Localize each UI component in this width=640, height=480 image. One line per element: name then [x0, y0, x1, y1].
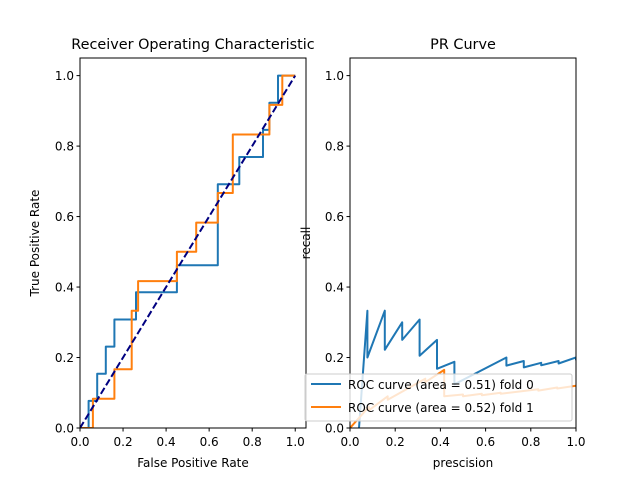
roc-axes: 0.0 0.2 0.4 0.6 0.8 1.0 0.0 0.2 0.4 0.6 0.8 1.0 Rec… [28, 37, 315, 470]
pr-x-tick-label: 0.8 [521, 435, 540, 449]
roc-x-tick-label: 0.8 [243, 435, 262, 449]
pr-x-tick-label: 0.0 [340, 435, 359, 449]
roc-x-tick-label: 0.6 [200, 435, 219, 449]
roc-axes-frame [79, 57, 307, 429]
pr-y-tick-label: 0.0 [325, 422, 344, 436]
legend-entry-fold-0: ROC curve (area = 0.51) fold 0 [348, 378, 534, 392]
pr-series-0-line [358, 309, 576, 428]
pr-y-tick-label: 0.8 [325, 140, 344, 154]
roc-y-tick-label: 0.2 [55, 351, 74, 365]
legend: ROC curve (area = 0.51) fold 0 ROC curve… [304, 373, 573, 422]
roc-x-tick-label: 0.2 [114, 435, 133, 449]
pr-y-tick-label: 1.0 [325, 69, 344, 83]
pr-x-tick-label: 0.4 [431, 435, 450, 449]
legend-entry-fold-1: ROC curve (area = 0.52) fold 1 [348, 401, 534, 415]
pr-x-tick-label: 1.0 [566, 435, 585, 449]
pr-x-tick-label: 0.6 [476, 435, 495, 449]
legend-box [304, 373, 573, 422]
roc-plot-lines [80, 74, 297, 428]
roc-title: Receiver Operating Characteristic [71, 37, 315, 53]
pr-x-axis-label: prescision [433, 456, 493, 470]
roc-y-axis-label: True Positive Rate [28, 190, 42, 298]
pr-y-tick-label: 0.2 [325, 351, 344, 365]
roc-y-tick-label: 0.0 [55, 422, 74, 436]
roc-y-tick-label: 1.0 [55, 69, 74, 83]
pr-title: PR Curve [430, 37, 496, 53]
roc-x-tick-label: 0.4 [157, 435, 176, 449]
pr-ticks: 0.0 0.2 0.4 0.6 0.8 1.0 0.0 0.2 0.4 0.6 0.8 1.0 [325, 69, 586, 449]
roc-y-tick-label: 0.6 [55, 210, 74, 224]
roc-x-tick-label: 1.0 [286, 435, 305, 449]
roc-y-tick-label: 0.4 [55, 281, 74, 295]
pr-axes-frame [349, 57, 577, 429]
roc-y-tick-label: 0.8 [55, 140, 74, 154]
roc-series-2-line [80, 75, 297, 428]
pr-y-tick-label: 0.4 [325, 281, 344, 295]
pr-y-tick-label: 0.6 [325, 210, 344, 224]
pr-x-tick-label: 0.2 [386, 435, 405, 449]
roc-x-tick-label: 0.0 [70, 435, 89, 449]
roc-x-axis-label: False Positive Rate [137, 456, 249, 470]
pr-y-axis-label: recall [299, 227, 313, 260]
roc-ticks: 0.0 0.2 0.4 0.6 0.8 1.0 0.0 0.2 0.4 0.6 0.8 1.0 [55, 69, 305, 449]
